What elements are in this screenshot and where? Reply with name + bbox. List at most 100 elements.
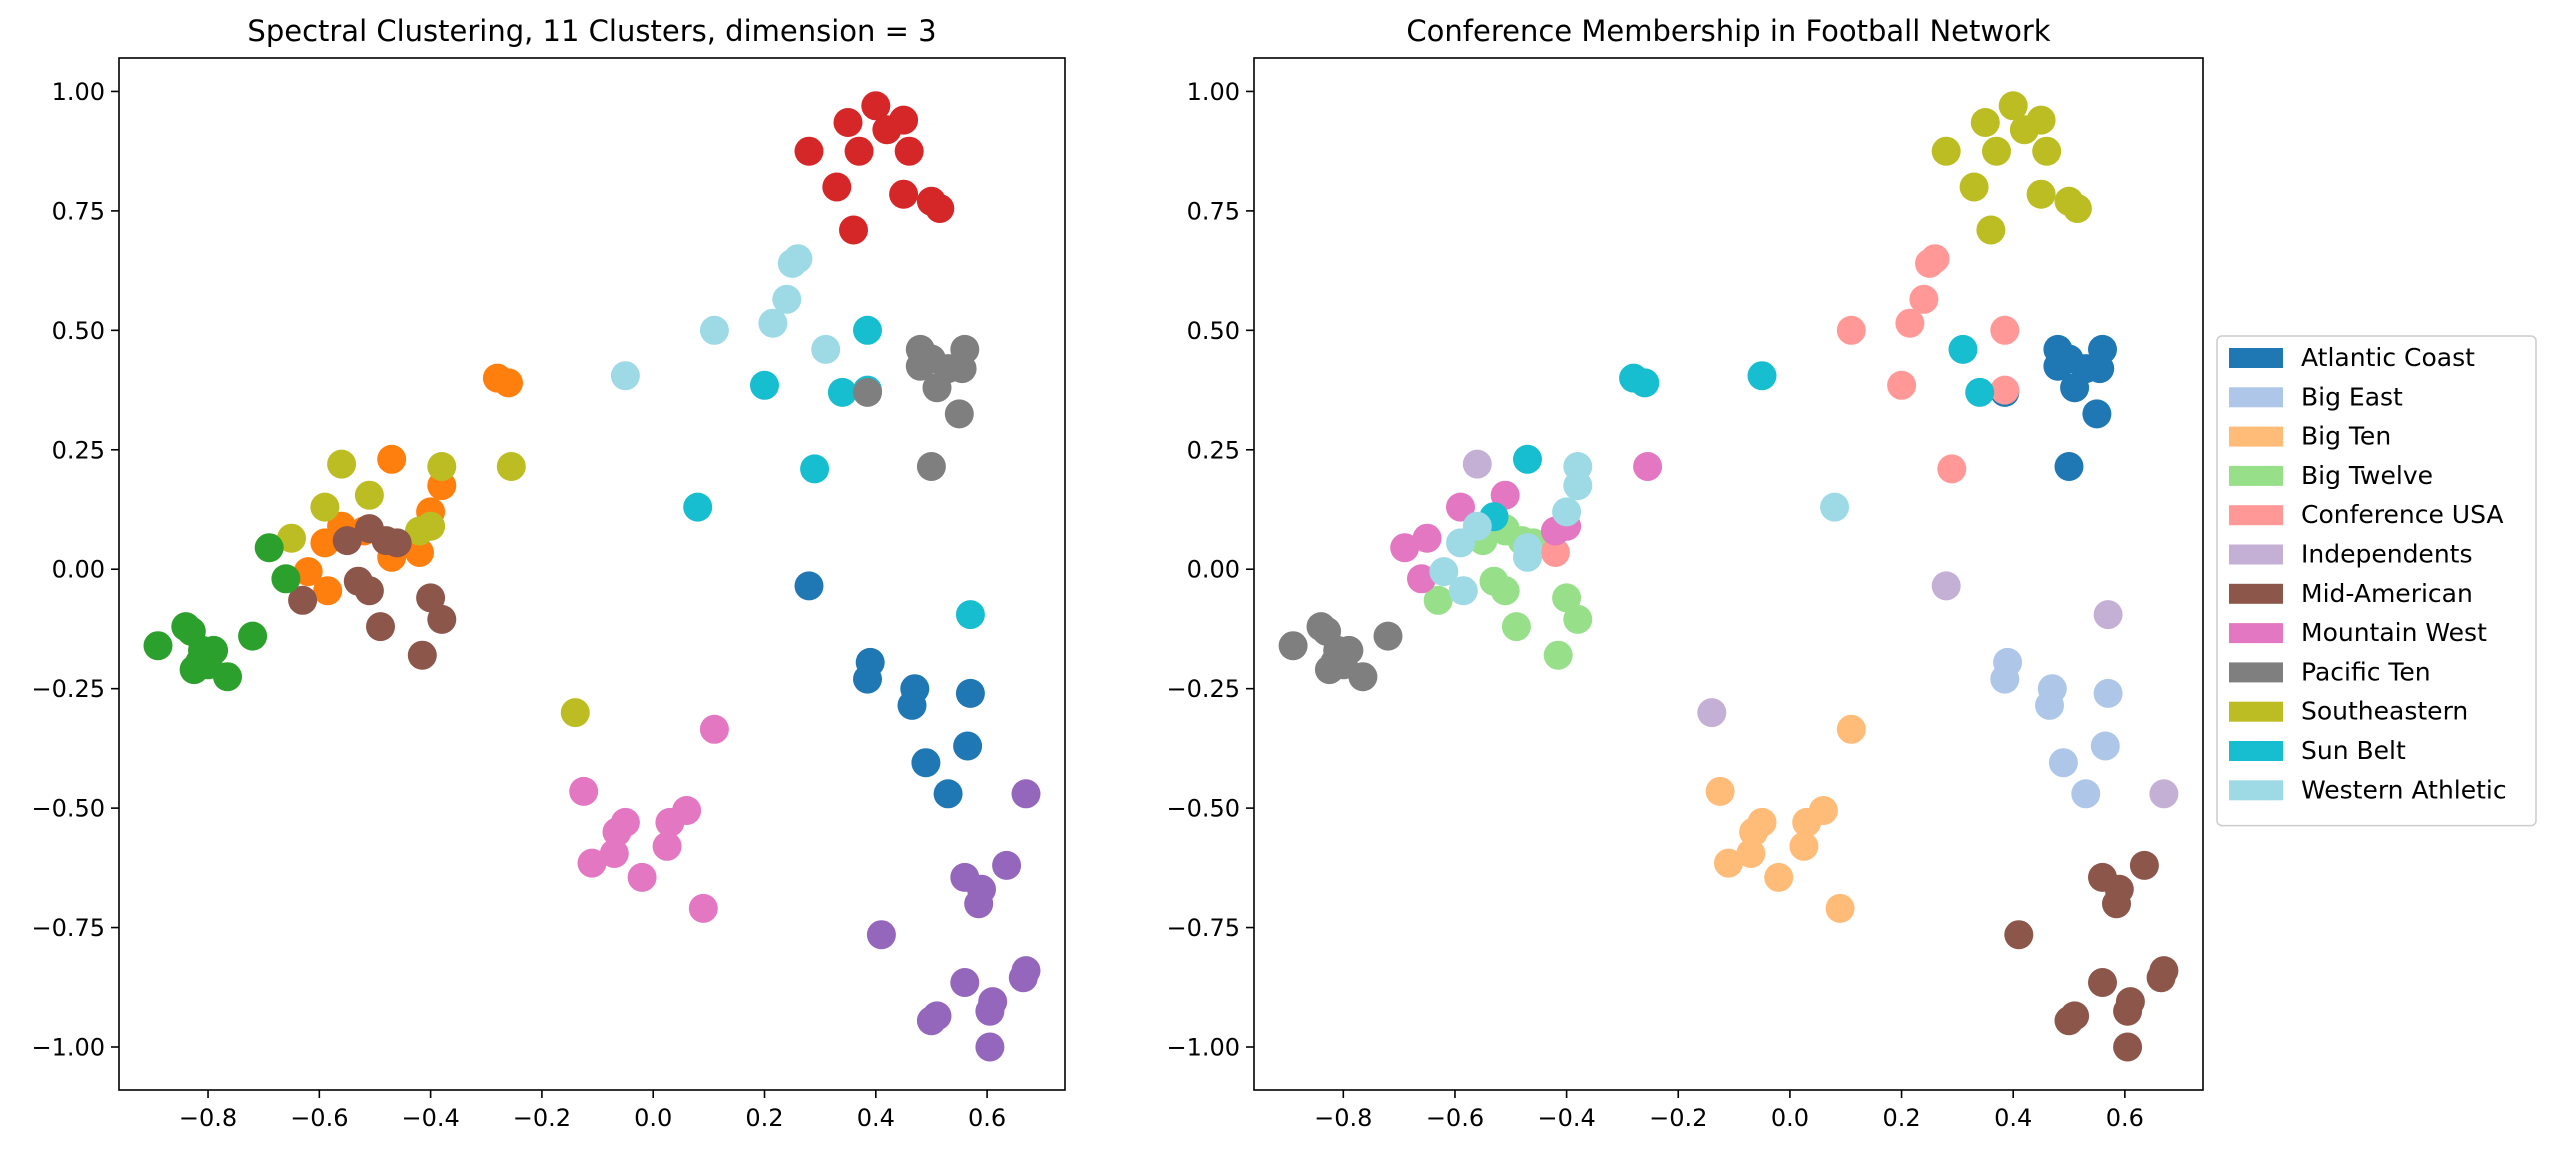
data-point-series-7	[2113, 996, 2143, 1026]
data-point-series-4	[916, 452, 946, 481]
data-point-series-8	[179, 655, 209, 685]
data-point-series-9	[853, 664, 882, 694]
legend-swatch	[2229, 583, 2283, 604]
y-tick-label: −0.50	[1166, 795, 1240, 823]
data-point-series-2	[2048, 748, 2078, 778]
data-point-series-2	[2093, 678, 2123, 708]
data-point-series-10	[2062, 194, 2092, 223]
x-tick-label: 0.2	[745, 1104, 783, 1132]
data-point-series-7	[2129, 850, 2159, 880]
data-point-series-2	[610, 361, 640, 391]
data-point-series-3	[1736, 839, 1766, 868]
data-point-series-7	[2102, 889, 2131, 919]
data-point-series-11	[964, 889, 994, 919]
legend-swatch	[2229, 348, 2283, 368]
y-tick-label: −0.75	[31, 914, 105, 942]
data-point-series-1	[2054, 452, 2084, 481]
data-point-series-1	[2088, 334, 2117, 364]
data-point-series-12	[1429, 557, 1459, 587]
data-point-series-10	[610, 807, 640, 837]
data-point-series-2	[2090, 731, 2120, 761]
data-point-series-8	[143, 631, 173, 661]
data-point-series-4	[922, 373, 952, 403]
x-tick-label: 0.6	[2106, 1104, 2144, 1132]
legend-frame	[2216, 335, 2537, 827]
data-point-series-3	[1714, 848, 1743, 878]
x-tick-label: 0.4	[857, 1104, 895, 1132]
data-point-series-9	[897, 690, 927, 720]
x-tick-label: 0.2	[1882, 1104, 1920, 1132]
data-point-series-11	[1513, 444, 1542, 474]
x-tick-label: 0.6	[968, 1104, 1006, 1132]
data-point-series-8	[271, 564, 301, 594]
data-point-series-1	[839, 215, 868, 245]
data-point-series-2	[811, 334, 841, 364]
data-point-series-10	[599, 839, 629, 868]
data-point-series-1	[889, 179, 919, 209]
y-tick-label: −0.25	[1166, 675, 1240, 703]
data-point-series-1	[925, 194, 955, 223]
data-point-series-10	[2026, 105, 2056, 135]
data-point-series-5	[377, 444, 407, 474]
data-point-series-9	[953, 731, 983, 761]
data-point-series-3	[800, 454, 830, 484]
data-point-series-8	[238, 621, 268, 651]
chart-panel-2: −0.8 −0.6 −0.4 −0.2 0.0 0.2 0.4 0.6 1.00 0.75 0.50…	[1166, 14, 2537, 1132]
data-point-series-4	[1552, 583, 1582, 613]
data-point-series-5	[1990, 375, 2020, 405]
data-point-series-12	[1513, 533, 1542, 563]
data-point-series-11	[1008, 963, 1038, 993]
y-tick-label: 0.25	[52, 436, 105, 464]
legend-swatch	[2229, 662, 2283, 683]
data-point-series-5	[1937, 454, 1967, 484]
chart-title: Spectral Clustering, 11 Clusters, dimens…	[247, 14, 936, 48]
legend-label: Sun Belt	[2301, 736, 2406, 765]
data-point-series-4	[1501, 612, 1531, 642]
legend-swatch	[2229, 426, 2283, 447]
data-point-series-2	[758, 308, 788, 338]
data-point-series-5	[293, 557, 323, 587]
data-point-series-6	[2093, 600, 2123, 630]
data-point-series-12	[1552, 497, 1582, 527]
data-point-series-10	[627, 862, 657, 892]
data-point-series-5	[310, 528, 340, 558]
data-point-series-9	[955, 678, 985, 708]
data-point-series-12	[1446, 528, 1475, 558]
data-point-series-5	[1990, 315, 2020, 345]
data-point-series-9	[1348, 662, 1378, 692]
data-point-series-11	[1965, 377, 1995, 407]
x-tick-label: −0.2	[513, 1104, 571, 1132]
data-point-series-11	[950, 968, 980, 997]
data-point-series-1	[889, 105, 919, 135]
legend-label: Mountain West	[2301, 618, 2487, 647]
legend-label: Big Twelve	[2301, 461, 2433, 490]
data-point-series-5	[1895, 308, 1925, 338]
legend-swatch	[2229, 465, 2283, 486]
x-tick-label: −0.4	[1537, 1104, 1595, 1132]
data-point-series-3	[853, 315, 882, 345]
data-point-series-8	[1390, 533, 1420, 563]
y-tick-label: 0.00	[1187, 556, 1240, 584]
data-point-series-6	[354, 480, 384, 510]
data-point-series-6	[2149, 779, 2179, 809]
data-point-series-10	[569, 776, 599, 806]
data-point-series-6	[1931, 571, 1961, 601]
data-point-series-4	[1490, 576, 1520, 606]
data-point-series-6	[496, 452, 526, 481]
data-point-series-10	[1959, 172, 1989, 202]
y-tick-label: 0.00	[52, 556, 105, 584]
legend: Atlantic Coast Big East Big Ten Big Twelve C…	[2216, 335, 2537, 827]
data-point-series-2	[2035, 690, 2064, 720]
data-point-series-3	[1836, 714, 1866, 744]
legend-label: Western Athletic	[2301, 775, 2507, 804]
y-tick-label: 1.00	[1187, 78, 1240, 106]
data-point-series-7	[407, 640, 437, 670]
data-point-series-6	[427, 452, 457, 481]
data-point-series-9	[1314, 655, 1344, 685]
data-point-series-9	[911, 748, 941, 778]
data-point-series-1	[2060, 373, 2090, 403]
data-point-series-9	[794, 571, 824, 601]
data-point-series-7	[416, 583, 446, 613]
data-point-series-6	[327, 449, 357, 479]
data-point-series-2	[699, 315, 729, 345]
